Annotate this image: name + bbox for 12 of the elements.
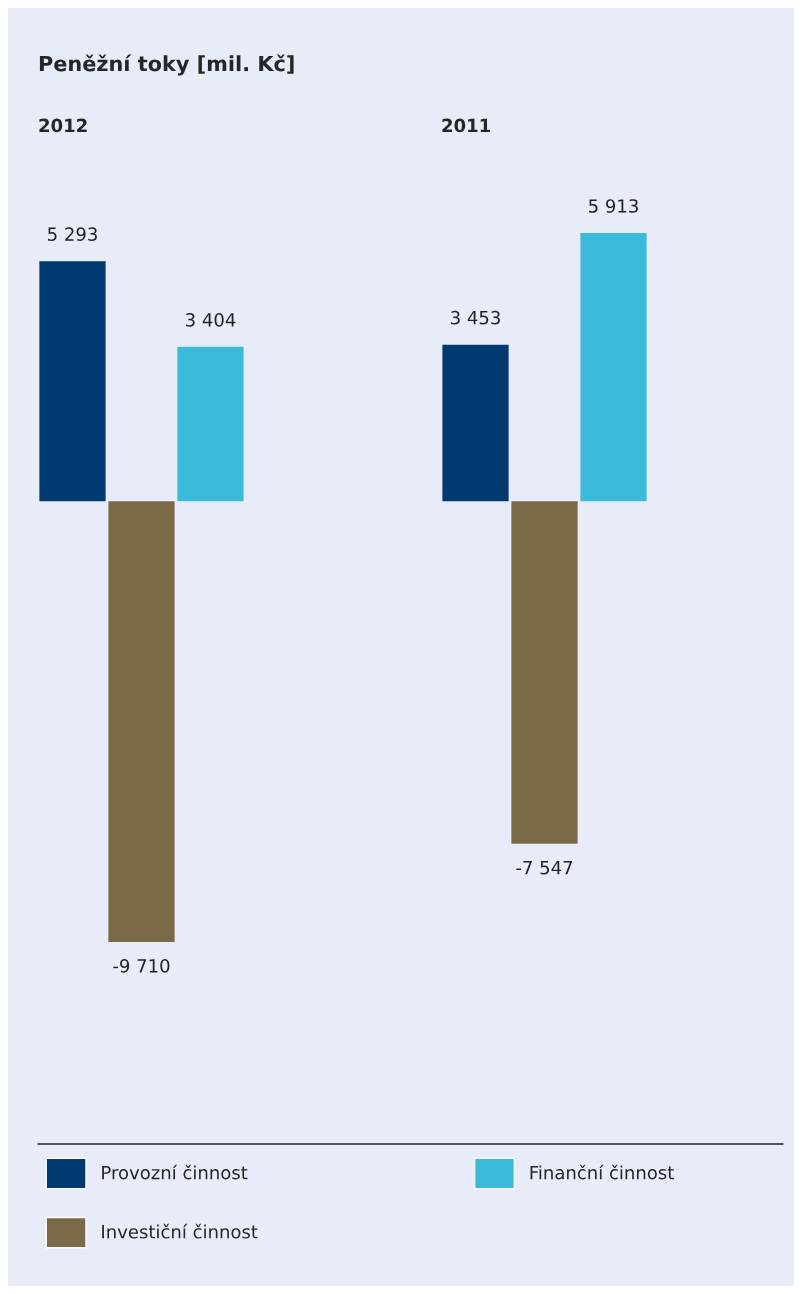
data-label: 3 404 <box>186 313 236 327</box>
data-label: -9 710 <box>113 958 170 973</box>
legend-label: Investiční činnost <box>102 1223 258 1239</box>
data-label: 5 913 <box>589 199 638 213</box>
legend-label: Finanční činnost <box>530 1164 674 1180</box>
data-label: 5 293 <box>48 227 97 241</box>
legend-label: Provozní činnost <box>102 1164 248 1180</box>
data-label: 3 453 <box>451 310 500 325</box>
chart-subtitle: 2011 <box>442 118 491 133</box>
chart-title: Peněžní toky [mil. Kč] <box>39 54 294 76</box>
data-label: -7 547 <box>516 861 573 875</box>
chart-subtitle: 2012 <box>39 118 87 133</box>
